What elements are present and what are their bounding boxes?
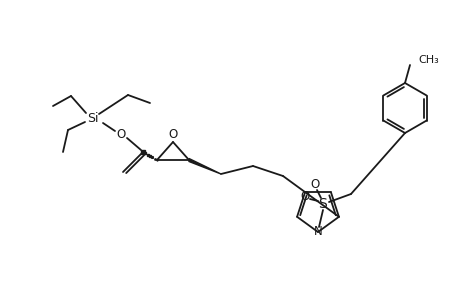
Text: O: O bbox=[310, 178, 319, 190]
Text: N: N bbox=[313, 226, 322, 238]
Text: O: O bbox=[300, 190, 309, 202]
Text: O: O bbox=[116, 128, 125, 140]
Text: O: O bbox=[168, 128, 177, 140]
Text: CH₃: CH₃ bbox=[417, 55, 438, 65]
Text: S: S bbox=[318, 197, 327, 211]
Polygon shape bbox=[189, 158, 220, 174]
Text: Si: Si bbox=[87, 112, 99, 124]
